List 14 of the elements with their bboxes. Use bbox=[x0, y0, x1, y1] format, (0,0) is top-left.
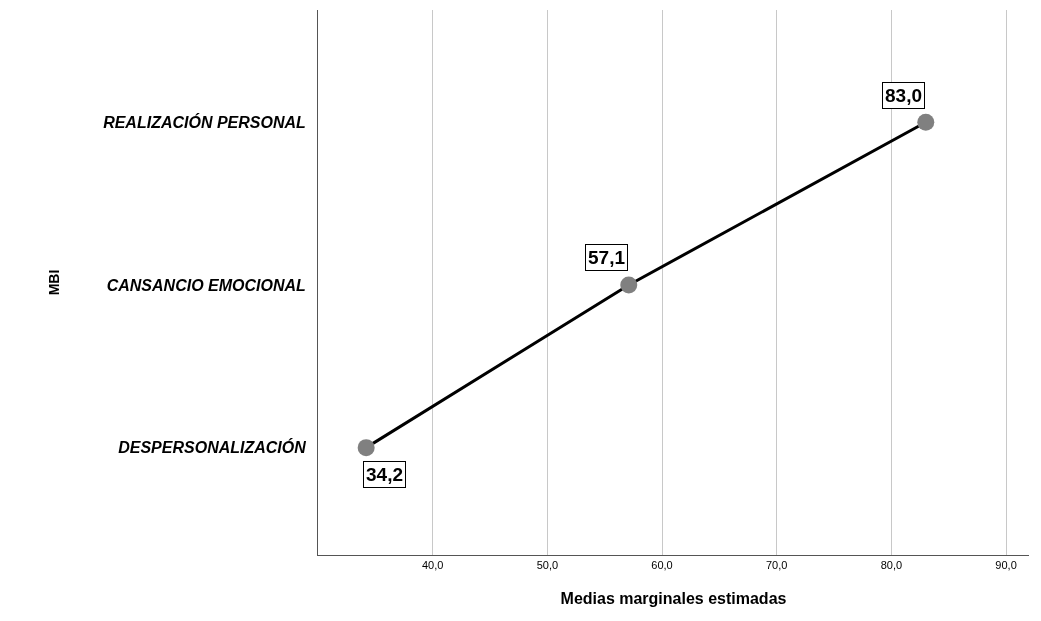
x-tick-label: 80,0 bbox=[880, 559, 903, 572]
x-tick-label: 40,0 bbox=[421, 559, 444, 572]
data-label: 34,2 bbox=[366, 464, 403, 485]
x-tick-label: 70,0 bbox=[766, 559, 788, 572]
y-tick-label: CANSANCIO EMOCIONAL bbox=[106, 276, 306, 294]
x-tick-label: 50,0 bbox=[536, 559, 559, 572]
data-label: 57,1 bbox=[588, 247, 626, 268]
x-axis-title: Medias marginales estimadas bbox=[560, 589, 787, 607]
y-axis-title: MBI bbox=[45, 269, 62, 296]
y-tick-label: REALIZACIÓN PERSONAL bbox=[103, 112, 306, 131]
x-tick-label: 60,0 bbox=[651, 559, 673, 572]
data-label: 83,0 bbox=[885, 85, 922, 106]
y-tick-label: DESPERSONALIZACIÓN bbox=[118, 438, 307, 457]
x-tick-label: 90,0 bbox=[995, 559, 1017, 572]
